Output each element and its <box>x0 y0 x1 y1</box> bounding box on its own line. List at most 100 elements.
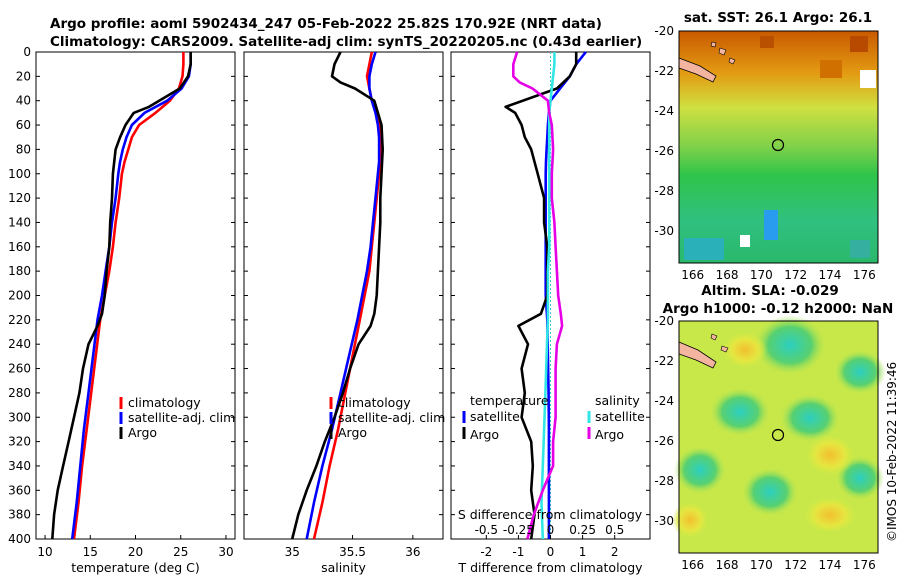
depth-tick-label: 400 <box>8 532 31 546</box>
sst-warm-patch <box>760 36 774 48</box>
depth-tick-label: 220 <box>8 313 31 327</box>
lat-tick-label: -24 <box>654 394 674 408</box>
lon-tick-label: 166 <box>681 558 704 572</box>
island <box>710 41 717 48</box>
lat-tick-label: -20 <box>654 314 674 328</box>
island <box>728 57 736 65</box>
depth-tick-labels: 0 20 40 60 80 100 120 140 160 180 200 220 240 260 280 3… <box>8 45 650 546</box>
legend-head-temperature: temperature <box>470 393 549 408</box>
s-diff-tick-label: -0.25 <box>503 523 534 537</box>
series-line-salinity-argo <box>511 51 564 540</box>
lat-tick-label: -26 <box>654 144 674 158</box>
depth-tick-label: 60 <box>16 118 31 132</box>
sst-map-field <box>679 31 878 263</box>
lon-tick-label: 176 <box>853 268 876 282</box>
lon-tick-label: 174 <box>819 558 842 572</box>
depth-tick-label: 200 <box>8 289 31 303</box>
depth-tick-label: 380 <box>8 508 31 522</box>
sst-warm-patch <box>820 60 842 78</box>
lat-tick-label: -30 <box>654 224 674 238</box>
series-line-temperature-satellite <box>544 51 587 539</box>
argo-float-marker <box>771 428 785 442</box>
x-tick-label: -1 <box>512 545 524 559</box>
depth-tick-label: 140 <box>8 215 31 229</box>
legend-label-satellite-clim: satellite-adj. clim <box>338 410 445 425</box>
legend-label-climatology: climatology <box>128 395 201 410</box>
depth-tick-label: 280 <box>8 386 31 400</box>
x-tick-label: 10 <box>37 545 52 559</box>
sla-eddy-cold <box>754 315 826 375</box>
depth-tick-label: 260 <box>8 362 31 376</box>
sst-cool-patch <box>764 210 778 240</box>
legend-label-s-argo: Argo <box>595 427 624 442</box>
profile-lines <box>51 51 587 540</box>
depth-tick-label: 100 <box>8 167 31 181</box>
depth-tick-label: 300 <box>8 410 31 424</box>
series-line-argo <box>290 51 385 540</box>
series-line-argo <box>51 52 192 540</box>
sla-eddy-warm <box>672 502 708 538</box>
t-difference-axis-label: T difference from climatology <box>457 560 643 575</box>
lat-tick-label: -28 <box>654 184 674 198</box>
x-tick-label: 25 <box>173 545 188 559</box>
sst-map-frame <box>678 30 879 264</box>
legend-label-s-satellite: satellite <box>595 409 645 424</box>
lon-tick-label: 176 <box>853 558 876 572</box>
sla-eddy-warm <box>804 497 856 533</box>
sst-map <box>678 30 879 264</box>
sla-eddy-cold <box>710 388 770 436</box>
x-tick-label: 36 <box>405 545 420 559</box>
legend-label-argo: Argo <box>128 425 157 440</box>
x-tick-label: 2 <box>611 545 619 559</box>
temperature-legend: climatology satellite-adj. clim Argo <box>119 395 235 440</box>
salinity-legend: climatology satellite-adj. clim Argo <box>329 395 445 440</box>
depth-tick-label: 320 <box>8 435 31 449</box>
s-diff-tick-label: 0.25 <box>569 523 596 537</box>
sla-map-title-line1: Altim. SLA: -0.029 <box>701 283 838 299</box>
legend-label-argo: Argo <box>338 425 367 440</box>
temperature-axis-label: temperature (deg C) <box>71 560 200 575</box>
figure-title-line2: Climatology: CARS2009. Satellite-adj cli… <box>50 34 642 50</box>
x-tick-label: 0 <box>547 545 555 559</box>
lat-tick-label: -22 <box>654 64 674 78</box>
sla-eddy-cold <box>780 394 840 442</box>
lat-tick-label: -30 <box>654 514 674 528</box>
lat-tick-label: -26 <box>654 434 674 448</box>
island <box>720 345 729 353</box>
lon-tick-label: 170 <box>750 558 773 572</box>
lon-tick-label: 172 <box>784 558 807 572</box>
lon-tick-label: 166 <box>681 268 704 282</box>
s-diff-tick-label: 0 <box>547 523 555 537</box>
temperature-panel-frame <box>35 51 236 540</box>
sla-map <box>672 315 886 554</box>
island <box>710 333 718 341</box>
depth-tick-label: 360 <box>8 483 31 497</box>
series-line-salinity-satellite <box>540 52 556 540</box>
sst-warm-patch <box>850 36 868 52</box>
lon-tick-label: 172 <box>784 268 807 282</box>
lon-tick-label: 168 <box>716 268 739 282</box>
lon-tick-label: 174 <box>819 268 842 282</box>
sst-missing-patch <box>740 235 750 247</box>
depth-tick-label: 80 <box>16 142 31 156</box>
legend-label-climatology: climatology <box>338 395 411 410</box>
map-tick-labels: -20 -22 -24 -26 -28 -30 166 168 170 172 174 176 -20 -… <box>654 24 875 572</box>
x-tick-label: 1 <box>579 545 587 559</box>
x-tick-label: 15 <box>83 545 98 559</box>
island <box>718 47 727 56</box>
x-tick-labels: 10 15 20 25 30 35 35.5 36 -2 -1 0 1 2 -0.5 -0.25 0 0.25 0… <box>37 523 624 559</box>
depth-tick-label: 240 <box>8 337 31 351</box>
x-tick-label: 30 <box>218 545 233 559</box>
salinity-panel-frame <box>243 51 444 540</box>
x-tick-label: 20 <box>128 545 143 559</box>
sst-missing-patch <box>860 70 876 88</box>
s-diff-tick-label: 0.5 <box>605 523 624 537</box>
depth-tick-label: 0 <box>23 45 31 59</box>
series-line-satellite-adj-clim <box>70 52 192 540</box>
figure-title-line1: Argo profile: aoml 5902434_247 05-Feb-20… <box>50 16 602 32</box>
legend-label-t-argo: Argo <box>470 427 499 442</box>
sla-map-title-line2: Argo h1000: -0.12 h2000: NaN <box>663 301 894 317</box>
sst-cool-patch <box>684 238 724 260</box>
argo-float-marker <box>771 138 785 152</box>
